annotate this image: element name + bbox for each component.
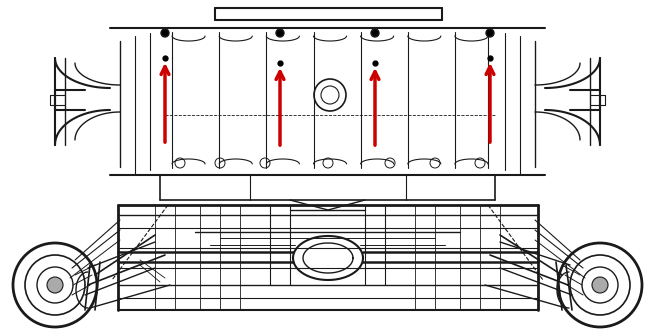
Ellipse shape — [371, 29, 379, 37]
Ellipse shape — [47, 277, 63, 293]
Ellipse shape — [161, 29, 169, 37]
Ellipse shape — [592, 277, 608, 293]
Ellipse shape — [486, 29, 494, 37]
Ellipse shape — [276, 29, 284, 37]
